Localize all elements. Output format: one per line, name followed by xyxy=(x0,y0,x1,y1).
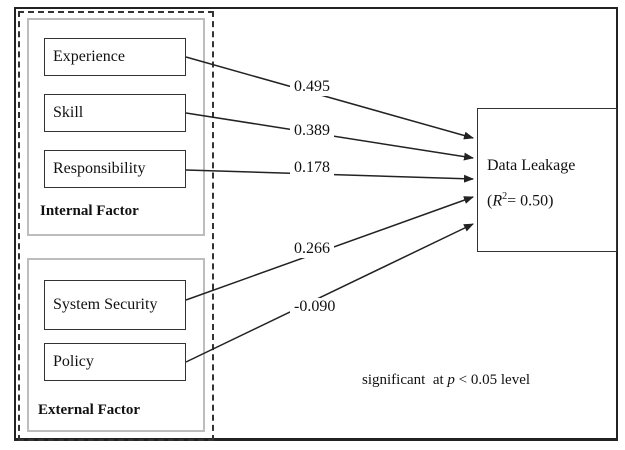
note-prefix: significant at xyxy=(362,372,448,388)
data-leakage-box: Data Leakage (R2= 0.50) xyxy=(477,108,617,252)
r-squared-symbol: R xyxy=(492,192,503,210)
outer-frame xyxy=(14,7,618,441)
data-leakage-label: Data Leakage xyxy=(487,157,576,174)
experience-path-arrow xyxy=(185,56,474,140)
policy-coefficient: -0.090 xyxy=(290,298,340,316)
responsibility-label: Responsibility xyxy=(53,160,146,177)
r-squared-value: = 0.50) xyxy=(507,192,554,210)
system-security-box: System Security xyxy=(44,280,186,330)
r-squared-open-paren: ( xyxy=(487,192,493,210)
factors-dashed-panel xyxy=(18,11,214,441)
skill-label: Skill xyxy=(53,104,84,121)
policy-box: Policy xyxy=(44,343,186,381)
skill-box: Skill xyxy=(44,94,186,132)
experience-coefficient: 0.495 xyxy=(290,78,334,96)
r-squared-label: (R2= 0.50) xyxy=(487,191,553,210)
r-squared-superscript: 2 xyxy=(502,191,508,202)
note-suffix: < 0.05 level xyxy=(454,372,531,388)
policy-path-arrow xyxy=(185,223,474,363)
external-factor-group xyxy=(27,258,205,432)
experience-label: Experience xyxy=(53,48,125,65)
experience-box: Experience xyxy=(44,38,186,76)
policy-label: Policy xyxy=(53,353,94,370)
significance-note: significant at p < 0.05 level xyxy=(362,372,530,389)
system-security-label: System Security xyxy=(53,296,158,313)
internal-factor-group xyxy=(27,18,205,236)
responsibility-coefficient: 0.178 xyxy=(290,159,334,177)
external-factor-label: External Factor xyxy=(38,402,141,418)
skill-coefficient: 0.389 xyxy=(290,122,334,140)
system-security-coefficient: 0.266 xyxy=(290,240,334,258)
note-p-symbol: p xyxy=(447,372,455,388)
responsibility-box: Responsibility xyxy=(44,150,186,188)
internal-factor-label: Internal Factor xyxy=(40,203,139,219)
